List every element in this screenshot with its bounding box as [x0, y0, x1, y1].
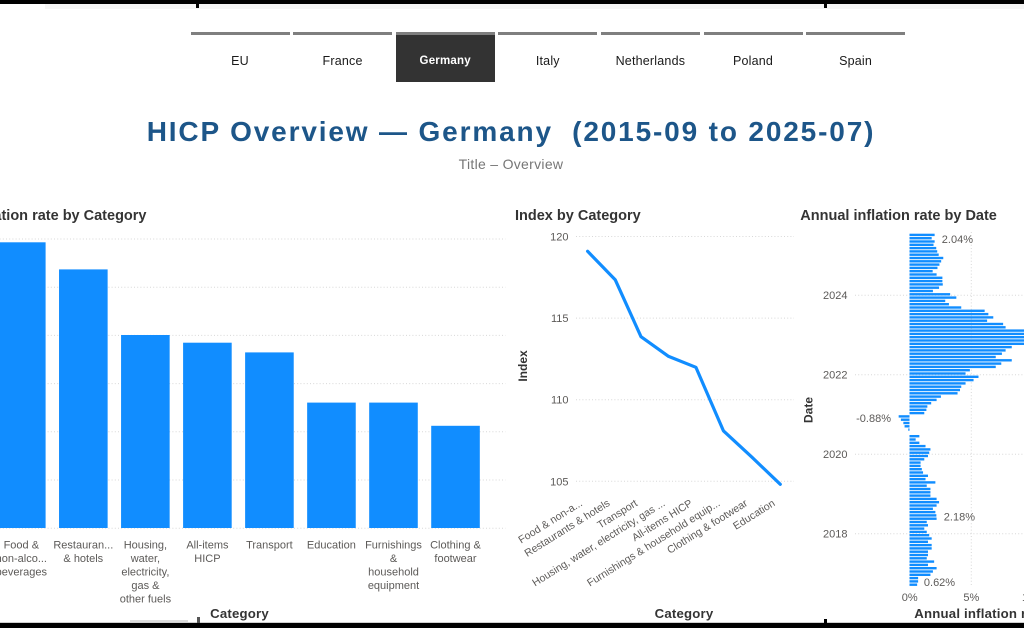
svg-text:&: & — [390, 553, 398, 565]
svg-text:0%: 0% — [902, 592, 918, 604]
svg-text:Category: Category — [210, 606, 269, 621]
svg-text:10%: 10% — [1022, 592, 1024, 604]
svg-text:non-alco...: non-alco... — [0, 553, 47, 565]
svg-text:HICP: HICP — [194, 553, 220, 565]
svg-text:Annual inflation rate by Date: Annual inflation rate by Date — [800, 208, 997, 224]
svg-text:household: household — [368, 567, 419, 579]
svg-text:Category: Category — [655, 606, 714, 621]
svg-text:other fuels: other fuels — [120, 594, 172, 606]
svg-text:equipment: equipment — [368, 580, 419, 592]
svg-text:2024: 2024 — [823, 290, 847, 302]
svg-text:Education: Education — [307, 540, 356, 552]
svg-text:beverages: beverages — [0, 567, 47, 579]
svg-text:2022: 2022 — [823, 370, 847, 382]
svg-text:105: 105 — [550, 476, 568, 488]
svg-text:Transport: Transport — [246, 540, 293, 552]
svg-text:5%: 5% — [963, 592, 979, 604]
svg-text:Index: Index — [516, 350, 530, 382]
svg-text:Food &: Food & — [4, 540, 40, 552]
svg-text:electricity,: electricity, — [121, 567, 169, 579]
svg-text:Restauran...: Restauran... — [53, 540, 113, 552]
svg-text:Date: Date — [802, 397, 816, 423]
svg-text:water,: water, — [130, 553, 160, 565]
svg-text:& hotels: & hotels — [63, 553, 103, 565]
svg-text:Clothing &: Clothing & — [430, 540, 481, 552]
svg-text:2020: 2020 — [823, 449, 847, 461]
svg-text:Index by Category: Index by Category — [515, 208, 641, 224]
svg-text:All-items: All-items — [186, 540, 229, 552]
svg-text:-0.88%: -0.88% — [856, 413, 891, 425]
svg-text:Furnishings: Furnishings — [365, 540, 422, 552]
svg-text:2.18%: 2.18% — [944, 512, 975, 524]
svg-text:footwear: footwear — [434, 553, 477, 565]
svg-text:120: 120 — [550, 232, 568, 244]
svg-text:Housing,: Housing, — [124, 540, 167, 552]
svg-text:110: 110 — [551, 395, 569, 407]
svg-text:2018: 2018 — [823, 529, 847, 541]
svg-text:Annual inflation rate (%): Annual inflation rate (%) — [914, 606, 1024, 621]
svg-text:2.04%: 2.04% — [942, 234, 973, 246]
svg-text:0.62%: 0.62% — [924, 577, 955, 589]
svg-text:Annual inflation rate by Categ: Annual inflation rate by Category — [0, 208, 147, 224]
svg-text:gas &: gas & — [131, 580, 160, 592]
svg-text:115: 115 — [551, 313, 569, 325]
